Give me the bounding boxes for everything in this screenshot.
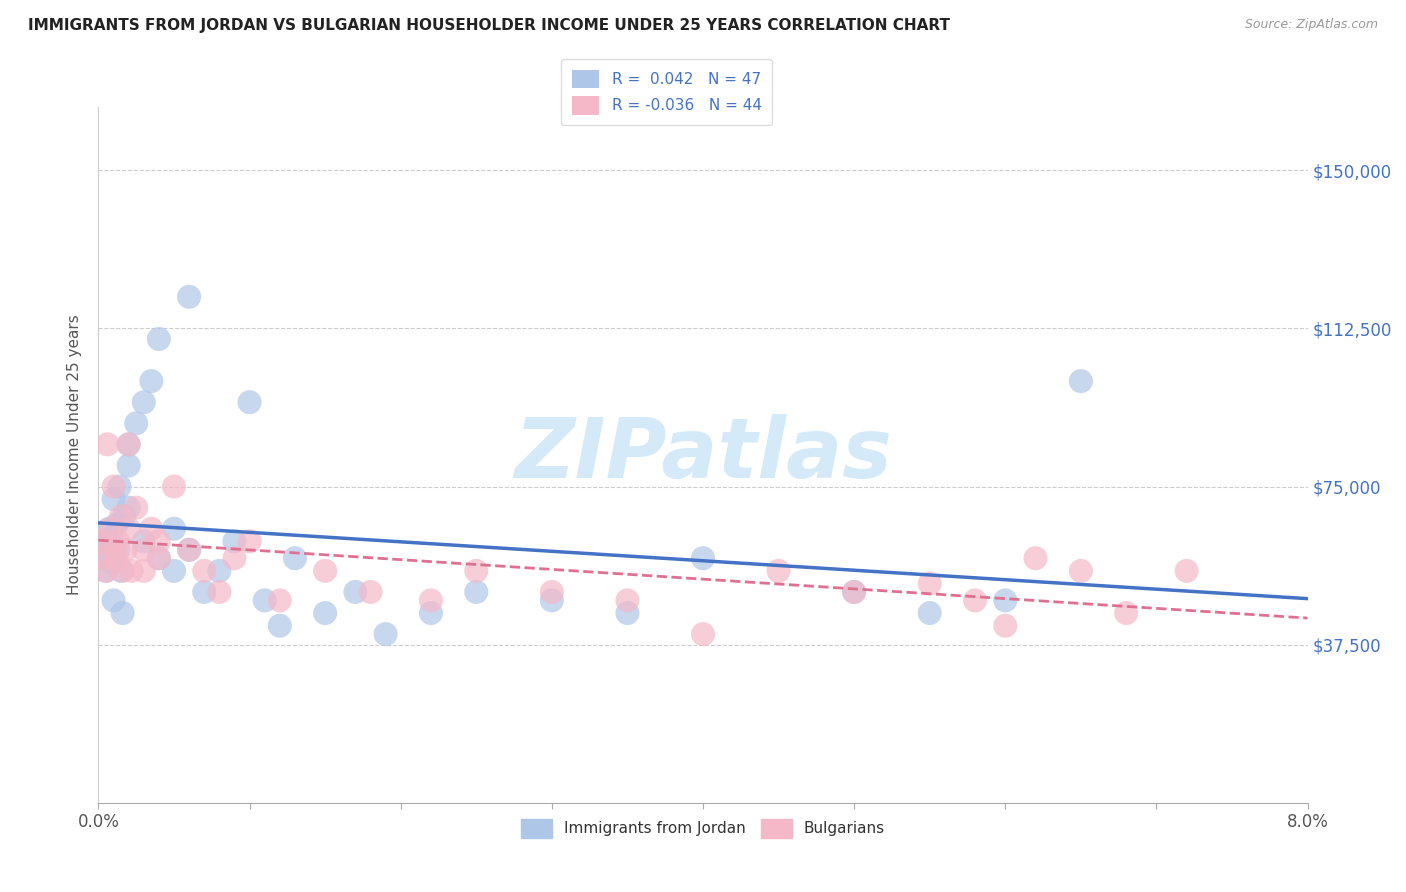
Point xyxy=(118,458,141,473)
Point xyxy=(103,479,125,493)
Point xyxy=(163,564,186,578)
Point xyxy=(540,593,562,607)
Point xyxy=(141,374,163,388)
Point xyxy=(284,551,307,566)
Point xyxy=(121,564,143,578)
Point xyxy=(844,585,866,599)
Point xyxy=(344,585,367,599)
Point xyxy=(114,542,136,557)
Point xyxy=(1175,564,1198,578)
Point xyxy=(105,517,128,532)
Point xyxy=(107,542,129,557)
Point xyxy=(179,542,201,557)
Point xyxy=(118,500,141,515)
Text: ZIPatlas: ZIPatlas xyxy=(515,415,891,495)
Point xyxy=(224,534,246,549)
Point xyxy=(208,564,231,578)
Legend: Immigrants from Jordan, Bulgarians: Immigrants from Jordan, Bulgarians xyxy=(515,813,891,844)
Point xyxy=(314,564,336,578)
Point xyxy=(103,593,125,607)
Point xyxy=(360,585,382,599)
Point xyxy=(616,593,638,607)
Point xyxy=(110,564,132,578)
Point xyxy=(107,534,129,549)
Point xyxy=(111,606,134,620)
Point xyxy=(132,542,155,557)
Point xyxy=(111,564,134,578)
Point xyxy=(98,522,121,536)
Point xyxy=(148,332,170,346)
Point xyxy=(420,593,443,607)
Point xyxy=(269,618,291,632)
Point xyxy=(692,627,714,641)
Point xyxy=(90,534,112,549)
Point xyxy=(269,593,291,607)
Point xyxy=(105,551,128,566)
Point xyxy=(125,500,148,515)
Point xyxy=(94,564,117,578)
Point xyxy=(994,593,1017,607)
Point xyxy=(91,551,114,566)
Text: Source: ZipAtlas.com: Source: ZipAtlas.com xyxy=(1244,18,1378,31)
Point xyxy=(96,542,118,557)
Point xyxy=(1070,564,1092,578)
Point xyxy=(132,395,155,409)
Point xyxy=(692,551,714,566)
Point xyxy=(179,290,201,304)
Point xyxy=(193,585,215,599)
Point xyxy=(224,551,246,566)
Point xyxy=(239,534,262,549)
Point xyxy=(141,522,163,536)
Point xyxy=(118,522,141,536)
Point xyxy=(118,437,141,451)
Point xyxy=(918,576,941,591)
Point xyxy=(1070,374,1092,388)
Point xyxy=(193,564,215,578)
Point xyxy=(93,551,115,566)
Point xyxy=(96,437,118,451)
Point xyxy=(616,606,638,620)
Point xyxy=(148,534,170,549)
Point xyxy=(420,606,443,620)
Point xyxy=(100,530,122,544)
Point xyxy=(918,606,941,620)
Point xyxy=(148,551,170,566)
Point xyxy=(1025,551,1047,566)
Point xyxy=(374,627,396,641)
Point xyxy=(101,556,124,570)
Point xyxy=(110,509,132,524)
Point xyxy=(100,522,122,536)
Point xyxy=(103,492,125,507)
Point xyxy=(253,593,276,607)
Point xyxy=(994,618,1017,632)
Point xyxy=(179,542,201,557)
Point xyxy=(965,593,987,607)
Point xyxy=(108,479,131,493)
Point xyxy=(844,585,866,599)
Point xyxy=(125,417,148,431)
Point xyxy=(465,564,488,578)
Point xyxy=(314,606,336,620)
Point xyxy=(132,564,155,578)
Point xyxy=(1115,606,1137,620)
Point xyxy=(768,564,790,578)
Point xyxy=(163,479,186,493)
Y-axis label: Householder Income Under 25 years: Householder Income Under 25 years xyxy=(67,315,83,595)
Point xyxy=(540,585,562,599)
Point xyxy=(94,564,117,578)
Point xyxy=(132,534,155,549)
Point xyxy=(239,395,262,409)
Point xyxy=(103,542,125,557)
Point xyxy=(118,437,141,451)
Point xyxy=(112,509,135,524)
Point xyxy=(148,551,170,566)
Point xyxy=(465,585,488,599)
Point xyxy=(163,522,186,536)
Text: IMMIGRANTS FROM JORDAN VS BULGARIAN HOUSEHOLDER INCOME UNDER 25 YEARS CORRELATIO: IMMIGRANTS FROM JORDAN VS BULGARIAN HOUS… xyxy=(28,18,950,33)
Point xyxy=(208,585,231,599)
Point xyxy=(90,534,112,549)
